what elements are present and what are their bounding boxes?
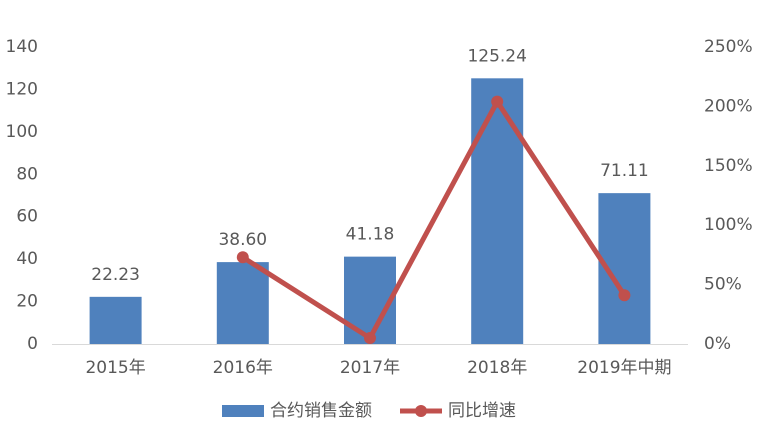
legend-swatch bbox=[222, 405, 264, 417]
y2-tick-label: 50% bbox=[704, 275, 742, 295]
y2-tick-label: 0% bbox=[704, 334, 731, 354]
y2-tick-label: 100% bbox=[704, 215, 753, 235]
legend-label: 同比增速 bbox=[448, 401, 516, 421]
legend-swatch bbox=[415, 405, 427, 417]
y2-tick-label: 150% bbox=[704, 156, 753, 176]
y-tick-label: 140 bbox=[6, 37, 38, 57]
y-tick-label: 120 bbox=[6, 79, 38, 99]
y-tick-label: 40 bbox=[16, 249, 38, 269]
y-tick-label: 100 bbox=[6, 122, 38, 142]
y-tick-label: 60 bbox=[16, 207, 38, 227]
x-tick-label: 2016年 bbox=[213, 358, 273, 378]
y2-tick-label: 250% bbox=[704, 37, 753, 57]
line-marker bbox=[236, 251, 249, 264]
x-tick-label: 2018年 bbox=[467, 358, 527, 378]
x-tick-label: 2015年 bbox=[85, 358, 145, 378]
data-label: 125.24 bbox=[467, 46, 526, 66]
line-marker bbox=[491, 95, 504, 108]
data-label: 71.11 bbox=[600, 161, 649, 181]
y2-tick-label: 200% bbox=[704, 96, 753, 116]
data-label: 22.23 bbox=[91, 265, 140, 285]
x-tick-label: 2019年中期 bbox=[577, 358, 671, 378]
x-tick-label: 2017年 bbox=[340, 358, 400, 378]
data-label: 41.18 bbox=[346, 225, 395, 245]
line bbox=[241, 99, 627, 341]
bar bbox=[471, 78, 524, 344]
y-tick-label: 20 bbox=[16, 292, 38, 312]
y-tick-label: 80 bbox=[16, 164, 38, 184]
y-tick-label: 0 bbox=[27, 334, 38, 354]
bar bbox=[89, 296, 142, 344]
line-marker bbox=[364, 332, 376, 345]
data-label: 38.60 bbox=[218, 230, 267, 250]
line-marker bbox=[618, 289, 631, 302]
bar bbox=[216, 262, 269, 344]
legend-label: 合约销售金额 bbox=[270, 401, 372, 421]
